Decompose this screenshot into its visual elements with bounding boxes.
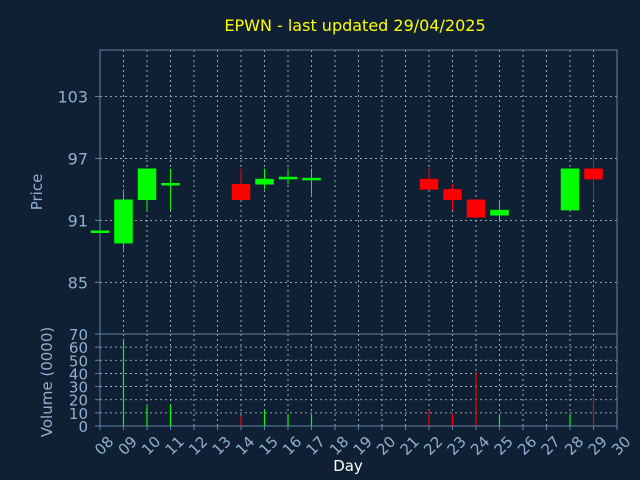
candle-body — [255, 178, 274, 185]
x-tick-label: 24 — [467, 433, 493, 459]
candle-body — [114, 199, 133, 244]
volume-tick-label: 40 — [69, 365, 88, 383]
candle-body — [584, 168, 603, 180]
candle-body — [466, 199, 486, 218]
x-tick-label: 21 — [397, 433, 423, 459]
candle-body — [231, 184, 251, 200]
candle-body — [137, 168, 157, 200]
x-tick-labels: 0809101112131415161718192021222324252627… — [91, 426, 634, 459]
x-tick-label: 14 — [232, 433, 258, 459]
x-tick-label: 30 — [608, 433, 634, 459]
candle-body — [90, 230, 110, 233]
volume-tick-label: 50 — [69, 352, 88, 370]
volume-tick-label: 20 — [69, 392, 88, 410]
price-axis-label: Price — [28, 174, 46, 211]
candle-body — [560, 168, 580, 211]
x-tick-label: 20 — [373, 433, 399, 459]
x-tick-label: 13 — [209, 433, 235, 459]
price-panel: 85 91 97 103 — [57, 49, 618, 335]
x-tick-label: 27 — [538, 433, 564, 459]
x-tick-label: 19 — [350, 433, 376, 459]
volume-tick-label: 60 — [69, 339, 88, 357]
x-tick-label: 22 — [420, 433, 446, 459]
candle-body — [302, 177, 321, 181]
x-tick-label: 29 — [585, 433, 611, 459]
x-tick-label: 26 — [514, 433, 540, 459]
volume-axis-label: Volume (0000) — [38, 327, 56, 437]
volume-tick-label: 70 — [69, 326, 88, 344]
x-tick-label: 18 — [326, 433, 352, 459]
x-tick-label: 15 — [256, 433, 282, 459]
volume-tick-label: 0 — [78, 418, 88, 436]
candle-body — [490, 209, 509, 216]
candle-body — [161, 182, 180, 186]
x-tick-label: 11 — [162, 433, 188, 459]
price-tick-label: 85 — [68, 273, 88, 292]
x-tick-label: 12 — [185, 433, 211, 459]
candle-body — [278, 176, 298, 180]
chart-title: EPWN - last updated 29/04/2025 — [224, 16, 485, 35]
x-tick-label: 16 — [279, 433, 305, 459]
x-axis-label: Day — [333, 457, 363, 475]
x-tick-label: 25 — [491, 433, 517, 459]
x-tick-label: 08 — [91, 433, 117, 459]
x-tick-label: 28 — [561, 433, 587, 459]
price-tick-label: 103 — [57, 87, 88, 106]
candle-body — [443, 189, 462, 200]
x-tick-label: 10 — [138, 433, 164, 459]
price-tick-label: 97 — [68, 149, 88, 168]
candle-body — [419, 178, 439, 190]
x-tick-label: 23 — [444, 433, 470, 459]
x-tick-label: 17 — [303, 433, 329, 459]
volume-tick-label: 30 — [69, 379, 88, 397]
x-tick-label: 09 — [115, 433, 141, 459]
price-tick-label: 91 — [68, 211, 88, 230]
volume-tick-label: 10 — [69, 405, 88, 423]
